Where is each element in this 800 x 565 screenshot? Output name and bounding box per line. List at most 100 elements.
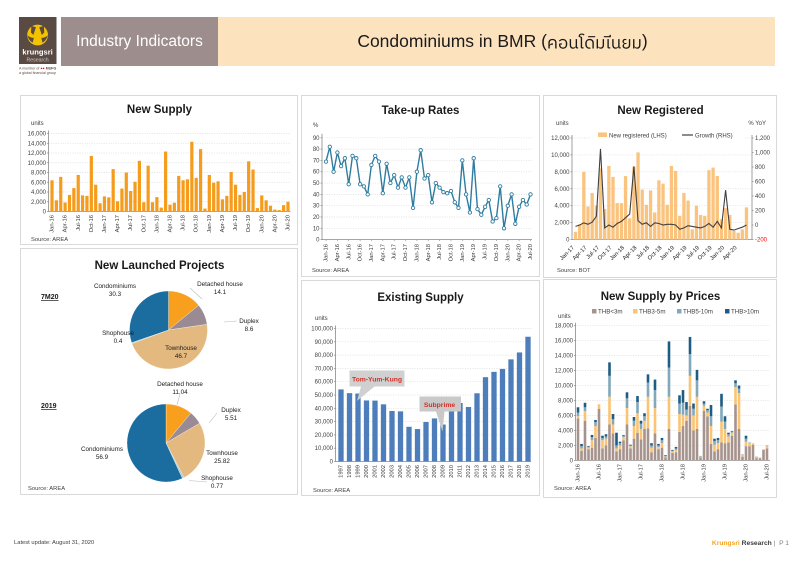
svg-text:0.77: 0.77 [210, 483, 223, 490]
svg-text:Apr-16: Apr-16 [334, 244, 340, 261]
svg-text:krungsri: krungsri [22, 48, 52, 57]
svg-text:Oct-18: Oct-18 [448, 244, 454, 261]
svg-text:Jan-16: Jan-16 [323, 244, 329, 262]
svg-text:400: 400 [755, 194, 766, 200]
svg-text:Existing Supply: Existing Supply [377, 292, 464, 304]
svg-text:10,000: 10,000 [314, 446, 333, 452]
svg-text:Apr-18: Apr-18 [425, 244, 431, 261]
svg-text:1,200: 1,200 [755, 136, 771, 142]
svg-text:Oct-17: Oct-17 [141, 215, 147, 232]
svg-text:Jul-18: Jul-18 [680, 464, 686, 480]
svg-text:Jul-17: Jul-17 [128, 215, 134, 231]
svg-text:2,000: 2,000 [30, 199, 46, 205]
svg-text:2001: 2001 [372, 465, 378, 478]
svg-text:200: 200 [755, 208, 766, 214]
svg-text:Source: AREA: Source: AREA [312, 268, 349, 274]
svg-text:2000: 2000 [364, 465, 370, 478]
svg-text:10,000: 10,000 [27, 160, 46, 166]
svg-text:30,000: 30,000 [314, 419, 333, 425]
svg-text:Oct-19: Oct-19 [246, 215, 252, 232]
svg-text:units: units [31, 121, 44, 127]
svg-text:90,000: 90,000 [314, 339, 333, 345]
svg-text:Shophouse: Shophouse [201, 475, 233, 482]
svg-text:Jan-17: Jan-17 [368, 244, 374, 262]
svg-text:46.7: 46.7 [174, 353, 187, 360]
svg-text:Duplex: Duplex [221, 407, 241, 414]
svg-text:16,000: 16,000 [27, 131, 46, 137]
svg-text:0: 0 [569, 458, 573, 464]
svg-text:Jul-20: Jul-20 [764, 464, 770, 480]
svg-text:2019: 2019 [41, 403, 57, 410]
svg-text:2010: 2010 [449, 465, 455, 478]
svg-text:New Supply: New Supply [126, 104, 192, 116]
svg-text:0: 0 [566, 237, 570, 243]
svg-text:% YoY: % YoY [748, 121, 766, 127]
svg-text:12,000: 12,000 [27, 151, 46, 157]
svg-text:Jan-18: Jan-18 [154, 215, 160, 233]
svg-text:2007: 2007 [423, 465, 429, 478]
svg-text:Take-up Rates: Take-up Rates [381, 105, 459, 117]
svg-text:5.51: 5.51 [224, 415, 237, 422]
svg-text:Condominiums: Condominiums [94, 283, 136, 290]
svg-text:Apr-17: Apr-17 [571, 245, 588, 262]
svg-text:40: 40 [312, 192, 319, 198]
svg-text:Apr-18: Apr-18 [621, 245, 638, 262]
svg-text:8,000: 8,000 [554, 169, 570, 175]
svg-text:Source: BOT: Source: BOT [557, 268, 591, 274]
svg-text:2006: 2006 [415, 465, 421, 478]
svg-text:50,000: 50,000 [314, 393, 333, 399]
svg-text:0: 0 [316, 237, 320, 243]
svg-text:1997: 1997 [338, 465, 344, 478]
svg-text:Jul-20: Jul-20 [285, 215, 291, 231]
svg-text:6,000: 6,000 [30, 180, 46, 186]
svg-text:Source: AREA: Source: AREA [554, 486, 591, 492]
svg-text:0.4: 0.4 [113, 338, 122, 345]
svg-text:Townhouse: Townhouse [165, 345, 197, 352]
svg-text:12,000: 12,000 [551, 136, 570, 142]
svg-text:THB3-5m: THB3-5m [639, 309, 665, 316]
svg-text:Jul-19: Jul-19 [233, 215, 239, 231]
svg-text:Oct-19: Oct-19 [493, 244, 499, 261]
svg-text:Jul-17: Jul-17 [391, 244, 397, 260]
svg-text:Jul-18: Jul-18 [437, 244, 443, 260]
svg-text:30.3: 30.3 [108, 291, 121, 298]
svg-text:2019: 2019 [525, 465, 531, 478]
svg-text:Jan-16: Jan-16 [575, 464, 581, 482]
svg-text:New registered (LHS): New registered (LHS) [609, 133, 667, 139]
svg-text:Jan-16: Jan-16 [49, 215, 55, 233]
svg-text:THB5-10m: THB5-10m [683, 309, 713, 316]
svg-text:18,000: 18,000 [554, 324, 573, 330]
svg-text:4,000: 4,000 [30, 190, 46, 196]
svg-text:THB>10m: THB>10m [731, 309, 759, 316]
svg-text:40,000: 40,000 [314, 406, 333, 412]
svg-text:10: 10 [312, 226, 319, 232]
svg-text:Growth (RHS): Growth (RHS) [695, 133, 733, 139]
svg-text:30: 30 [312, 203, 319, 209]
svg-text:14,000: 14,000 [554, 354, 573, 360]
svg-text:2011: 2011 [457, 465, 463, 477]
svg-text:14,000: 14,000 [27, 141, 46, 147]
svg-text:Jul-16: Jul-16 [346, 244, 352, 260]
svg-text:Detached house: Detached house [197, 281, 243, 288]
svg-text:Jul-17: Jul-17 [638, 464, 644, 480]
svg-text:80: 80 [312, 147, 319, 153]
svg-text:THB<3m: THB<3m [598, 309, 623, 316]
svg-text:1999: 1999 [355, 465, 361, 478]
svg-text:2016: 2016 [500, 465, 506, 478]
svg-text:2015: 2015 [491, 465, 497, 478]
svg-text:A member of ●● MUFG: A member of ●● MUFG [19, 67, 57, 71]
svg-text:0: 0 [329, 459, 333, 465]
svg-text:Jan-20: Jan-20 [505, 244, 511, 262]
svg-text:Jan-17: Jan-17 [101, 215, 107, 233]
svg-text:Jul-20: Jul-20 [528, 244, 534, 260]
svg-text:Apr-16: Apr-16 [62, 215, 68, 232]
svg-text:Apr-20: Apr-20 [272, 215, 278, 232]
svg-text:Jul-16: Jul-16 [596, 464, 602, 480]
svg-text:Jan-19: Jan-19 [459, 244, 465, 262]
svg-text:8,000: 8,000 [557, 399, 573, 405]
svg-text:Oct-16: Oct-16 [88, 215, 94, 232]
svg-text:2002: 2002 [381, 465, 387, 478]
svg-text:Source: AREA: Source: AREA [28, 486, 65, 492]
svg-text:4,000: 4,000 [554, 203, 570, 209]
svg-text:2018: 2018 [517, 465, 523, 478]
